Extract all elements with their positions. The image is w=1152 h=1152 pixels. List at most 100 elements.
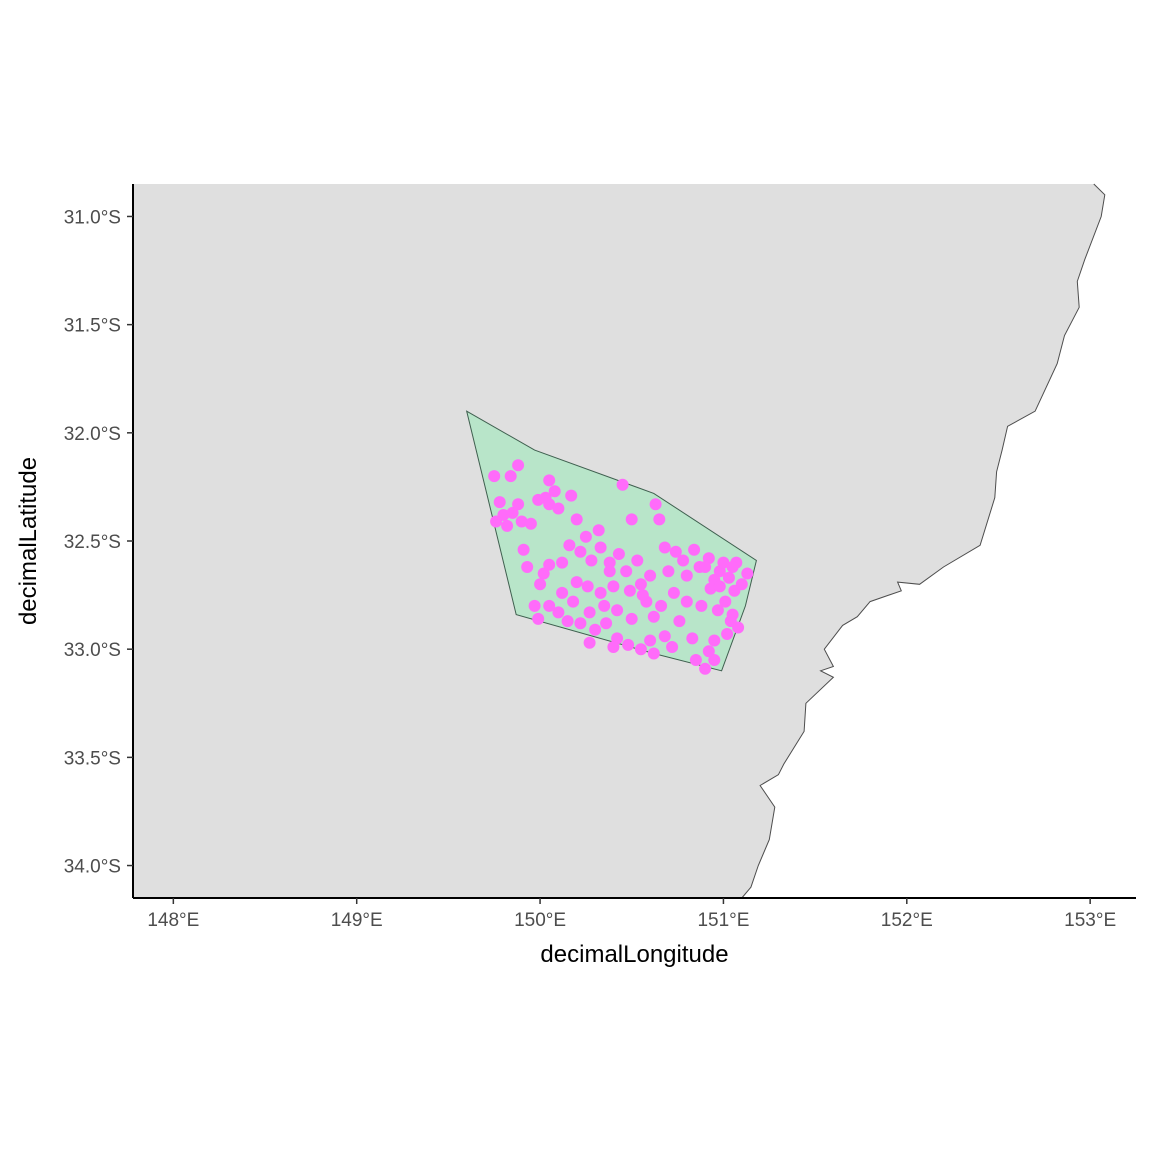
occurrence-point <box>532 612 545 625</box>
y-tick-label: 34.0°S <box>64 857 121 878</box>
occurrence-point <box>574 545 587 558</box>
x-tick-label: 152°E <box>881 910 933 931</box>
occurrence-point <box>607 641 620 653</box>
occurrence-point <box>581 580 594 593</box>
occurrence-points <box>488 459 754 675</box>
occurrence-point <box>594 586 607 599</box>
occurrence-point <box>488 470 501 483</box>
occurrence-point <box>592 524 605 537</box>
occurrence-point <box>528 599 541 612</box>
occurrence-point <box>517 543 530 556</box>
occurrence-point <box>515 515 528 528</box>
occurrence-point <box>493 496 506 509</box>
occurrence-point <box>611 604 624 617</box>
y-axis-title: decimalLatitude <box>15 457 42 625</box>
occurrence-point <box>600 617 613 630</box>
occurrence-point <box>548 485 561 498</box>
occurrence-point <box>695 599 708 612</box>
occurrence-point <box>524 517 537 530</box>
occurrence-point <box>708 654 721 666</box>
x-tick-label: 148°E <box>147 910 199 931</box>
occurrence-point <box>616 478 629 491</box>
occurrence-point <box>607 580 620 593</box>
occurrence-point <box>647 647 660 660</box>
occurrence-point <box>552 606 565 619</box>
occurrence-point <box>667 586 680 599</box>
occurrence-point <box>512 459 525 472</box>
occurrence-point <box>620 565 633 578</box>
y-tick-label: 31.5°S <box>64 316 121 337</box>
occurrence-point <box>574 617 587 630</box>
occurrence-point <box>677 554 690 567</box>
occurrence-point <box>647 610 660 623</box>
occurrence-point <box>490 515 503 528</box>
occurrence-point <box>570 576 583 589</box>
occurrence-point <box>543 558 556 571</box>
x-tick-label: 149°E <box>331 910 383 931</box>
occurrence-point <box>680 569 693 582</box>
y-tick-label: 32.0°S <box>64 424 121 445</box>
occurrence-point <box>699 561 712 573</box>
occurrence-point <box>534 578 547 591</box>
occurrence-point <box>719 595 732 608</box>
occurrence-point <box>724 615 737 628</box>
occurrence-point <box>612 548 625 560</box>
coastline <box>741 183 1106 899</box>
x-tick-label: 150°E <box>514 910 566 931</box>
occurrence-point <box>537 567 550 580</box>
occurrence-point <box>644 569 657 582</box>
occurrence-point <box>666 641 679 653</box>
occurrence-point <box>711 604 724 617</box>
occurrence-point <box>713 580 726 593</box>
occurrence-point <box>556 586 569 599</box>
occurrence-point <box>644 634 657 647</box>
occurrence-point <box>673 615 686 628</box>
occurrence-point <box>686 632 699 645</box>
occurrence-point <box>741 567 754 580</box>
occurrence-point <box>570 513 583 526</box>
map-panel <box>133 183 1136 899</box>
occurrence-point <box>603 565 616 578</box>
occurrence-point <box>501 519 514 532</box>
occurrence-point <box>565 489 578 502</box>
occurrence-point <box>543 474 556 487</box>
occurrence-point <box>543 498 556 511</box>
occurrence-point <box>563 539 576 552</box>
occurrence-point <box>658 541 671 554</box>
occurrence-point <box>726 561 739 573</box>
occurrence-point <box>649 498 662 511</box>
occurrence-point <box>543 599 556 612</box>
occurrence-point <box>622 638 635 651</box>
occurrence-point <box>655 599 668 612</box>
occurrence-point <box>689 654 702 666</box>
axes: 148°E 149°E 150°E 151°E 152°E 153°E 31.0°S31.… <box>15 184 1136 968</box>
occurrence-point <box>658 630 671 643</box>
occurrence-point <box>561 615 574 628</box>
occurrence-point <box>662 565 675 578</box>
occurrence-point <box>636 589 649 602</box>
x-tick-label: 151°E <box>697 910 749 931</box>
occurrence-point <box>625 612 638 625</box>
occurrence-point <box>625 513 638 526</box>
occurrence-point <box>552 502 565 515</box>
occurrence-point <box>702 645 715 658</box>
occurrence-point <box>717 556 730 569</box>
occurrence-point <box>623 584 636 597</box>
occurrence-point <box>594 541 607 554</box>
occurrence-point <box>688 543 701 556</box>
occurrence-point <box>722 571 735 584</box>
occurrence-point <box>669 545 682 558</box>
occurrence-point <box>567 595 580 608</box>
x-axis-ticks: 148°E 149°E 150°E 151°E 152°E 153°E <box>147 898 1116 931</box>
occurrence-point <box>506 506 519 519</box>
occurrence-point <box>583 636 596 649</box>
occurrence-point <box>721 628 734 640</box>
occurrence-point <box>579 530 592 543</box>
occurrence-point <box>589 623 602 636</box>
y-tick-label: 33.5°S <box>64 748 121 769</box>
x-axis-title: decimalLongitude <box>540 941 728 968</box>
occurrence-point <box>512 498 525 511</box>
occurrence-point <box>603 556 616 569</box>
occurrence-point <box>556 556 569 569</box>
